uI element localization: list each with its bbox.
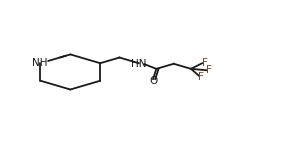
- Text: F: F: [198, 72, 203, 82]
- Text: F: F: [206, 65, 212, 75]
- Text: NH: NH: [32, 58, 47, 68]
- Text: HN: HN: [131, 59, 146, 69]
- Text: F: F: [202, 58, 208, 68]
- Text: O: O: [149, 76, 157, 86]
